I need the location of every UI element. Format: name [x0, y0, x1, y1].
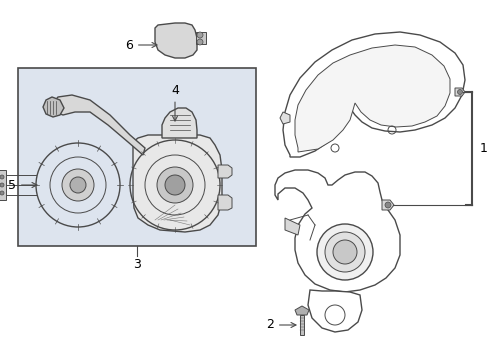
Circle shape — [70, 177, 86, 193]
Bar — [196, 32, 206, 44]
Circle shape — [0, 183, 4, 187]
Text: 5: 5 — [8, 179, 37, 192]
Polygon shape — [133, 135, 222, 232]
Polygon shape — [295, 306, 309, 315]
Bar — [0, 170, 6, 200]
Circle shape — [197, 39, 203, 45]
Polygon shape — [280, 112, 290, 124]
Circle shape — [165, 175, 185, 195]
Text: 6: 6 — [125, 39, 157, 51]
Circle shape — [0, 175, 4, 179]
Polygon shape — [285, 218, 300, 235]
Polygon shape — [283, 32, 465, 157]
Polygon shape — [308, 290, 362, 332]
Polygon shape — [218, 195, 232, 210]
Polygon shape — [162, 108, 197, 138]
Circle shape — [325, 232, 365, 272]
Polygon shape — [382, 200, 394, 210]
Text: 3: 3 — [133, 257, 141, 270]
Polygon shape — [275, 170, 400, 292]
Circle shape — [385, 202, 391, 208]
Polygon shape — [455, 88, 465, 96]
Circle shape — [62, 169, 94, 201]
Bar — [300, 315, 304, 335]
Polygon shape — [43, 97, 64, 117]
Polygon shape — [295, 45, 450, 152]
Circle shape — [197, 32, 203, 38]
Polygon shape — [155, 23, 197, 58]
Circle shape — [0, 191, 4, 195]
Polygon shape — [218, 165, 232, 178]
Polygon shape — [52, 95, 145, 155]
Text: 4: 4 — [171, 84, 179, 121]
Bar — [18, 68, 256, 246]
Circle shape — [458, 90, 463, 95]
Circle shape — [317, 224, 373, 280]
Text: 1: 1 — [480, 142, 488, 155]
Circle shape — [333, 240, 357, 264]
Text: 2: 2 — [266, 319, 296, 332]
Circle shape — [157, 167, 193, 203]
